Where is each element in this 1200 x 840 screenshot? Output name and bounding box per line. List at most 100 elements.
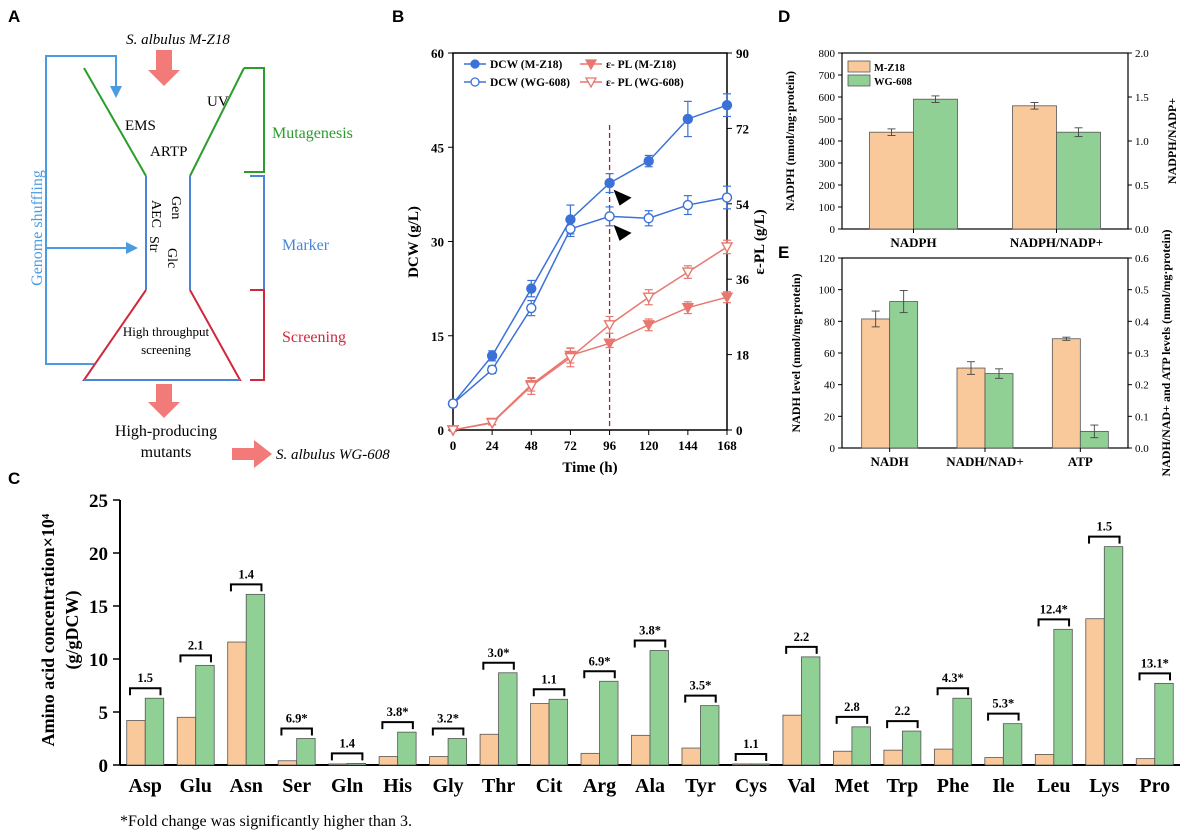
c-x-tick-label: Glu	[180, 775, 212, 797]
arrow-down-icon	[148, 50, 180, 86]
b-legend-label: DCW (WG-608)	[490, 77, 570, 89]
c-bar	[1034, 754, 1055, 766]
c-bar	[782, 714, 802, 766]
b-point	[485, 418, 499, 430]
mutagenesis-bracket	[244, 67, 265, 173]
c-fold-bracket	[532, 688, 566, 697]
c-bar	[700, 705, 720, 766]
c-bar	[245, 593, 266, 766]
c-bar	[296, 738, 316, 766]
b-point	[486, 350, 498, 362]
b-point	[681, 302, 695, 315]
d-y2-label: NADPH/NADP+	[1165, 98, 1179, 184]
c-x-tick-label: Asn	[230, 775, 263, 797]
c-fold-label: 1.5	[137, 671, 153, 685]
c-x-tick-label: Trp	[886, 775, 918, 797]
result-line2: mutants	[141, 444, 192, 461]
b-y2-tick-label: 0	[736, 423, 743, 438]
hts-line2: screening	[141, 342, 191, 357]
c-x-tick-label: Met	[835, 775, 870, 797]
c-bar	[750, 763, 770, 766]
mutagenesis-label: Mutagenesis	[272, 125, 353, 142]
e-marks-bar	[956, 367, 986, 449]
c-fold-bracket	[583, 670, 616, 679]
b-point	[603, 320, 616, 332]
c-bar	[901, 730, 922, 766]
b-x-tick-label: 96	[603, 438, 617, 453]
b-pointer-icon	[613, 189, 632, 206]
c-bar	[397, 731, 417, 766]
b-point	[525, 381, 538, 393]
c-fold-bracket	[785, 645, 818, 654]
d-marks-bar	[1056, 131, 1101, 230]
c-bar	[1135, 758, 1156, 766]
c-bar	[649, 650, 669, 766]
arrow-down-icon-2	[148, 384, 180, 418]
c-bar	[681, 747, 701, 766]
panel-d-chart: 0 100 200 300 400 500 600 700 800 0.0 0.5 1.0 1.5 2.0…	[783, 48, 1179, 250]
e-marks-y2-tick-label: 0.1	[1135, 411, 1149, 423]
b-point	[446, 425, 460, 437]
c-bar	[530, 703, 550, 766]
b-x-tick-label: 144	[678, 438, 698, 453]
b-y2-label: ε-PL (g/L)	[752, 209, 768, 274]
c-fold-bracket	[381, 721, 414, 730]
uv-label: UV	[207, 94, 229, 110]
c-fold-label: 1.4	[339, 736, 355, 750]
c-y-tick-label: 10	[89, 650, 108, 671]
c-fold-bracket	[431, 727, 465, 736]
c-bar	[1002, 723, 1023, 766]
c-fold-label: 3.8*	[387, 705, 409, 719]
d-marks-y2-tick-label: 0.5	[1135, 180, 1149, 192]
c-fold-label: 2.2	[794, 630, 810, 644]
c-bar	[732, 763, 752, 766]
d-marks-y-tick-label: 700	[819, 70, 836, 82]
gen-label: Gen	[168, 196, 183, 219]
c-x-tick-label: Asp	[129, 775, 162, 797]
e-marks-y-tick-label: 0	[830, 443, 836, 455]
b-y-label: DCW (g/L)	[406, 206, 422, 278]
c-y-tick-label: 25	[89, 491, 108, 512]
c-fold-bracket	[1138, 672, 1172, 681]
screening-label: Screening	[282, 329, 346, 346]
c-bar	[277, 760, 298, 766]
c-x-tick-label: Leu	[1037, 775, 1070, 797]
c-x-tick-label: Gly	[433, 775, 464, 797]
e-marks-y-tick-label: 40	[824, 380, 836, 392]
c-fold-label: 5.3*	[992, 697, 1014, 711]
funnel-left-green	[83, 67, 147, 177]
b-y-tick-label: 30	[431, 235, 444, 250]
b-point	[526, 302, 537, 314]
c-x-tick-label: Ile	[992, 775, 1014, 797]
c-bar	[227, 641, 247, 766]
d-marks-x-tick-label: NADPH/NADP+	[1010, 235, 1103, 250]
e-marks-bar	[1051, 338, 1081, 449]
e-marks-y2-tick-label: 0.5	[1135, 285, 1149, 297]
aec-label: AEC	[148, 200, 163, 228]
b-point	[643, 155, 654, 167]
c-bar	[1053, 628, 1073, 766]
b-point	[565, 223, 576, 235]
c-bar	[631, 734, 651, 766]
c-bar	[176, 716, 197, 766]
c-fold-label: 3.2*	[437, 712, 459, 726]
c-x-tick-label: Lys	[1089, 775, 1119, 797]
c-fold-bracket	[482, 661, 515, 670]
c-bar	[1154, 682, 1174, 766]
d-marks-y2-tick-label: 2.0	[1135, 48, 1149, 60]
c-fold-bracket	[684, 694, 717, 703]
d-marks-y-tick-label: 400	[819, 136, 836, 148]
c-fold-bracket	[734, 752, 768, 761]
c-fold-bracket	[633, 639, 667, 648]
c-y-tick-label: 15	[89, 597, 108, 618]
d-marks-y-tick-label: 500	[819, 114, 836, 126]
b-y2-tick-label: 54	[736, 197, 750, 212]
shuffling-loop	[45, 55, 117, 365]
d-marks-legend-label: WG-608	[874, 77, 912, 88]
c-bar	[851, 726, 871, 766]
hts-line1: High throughput	[123, 324, 210, 339]
b-legend-marker	[584, 59, 598, 71]
d-marks-y-tick-label: 800	[819, 48, 836, 60]
b-y2-tick-label: 18	[736, 348, 750, 363]
c-bar	[479, 733, 499, 766]
